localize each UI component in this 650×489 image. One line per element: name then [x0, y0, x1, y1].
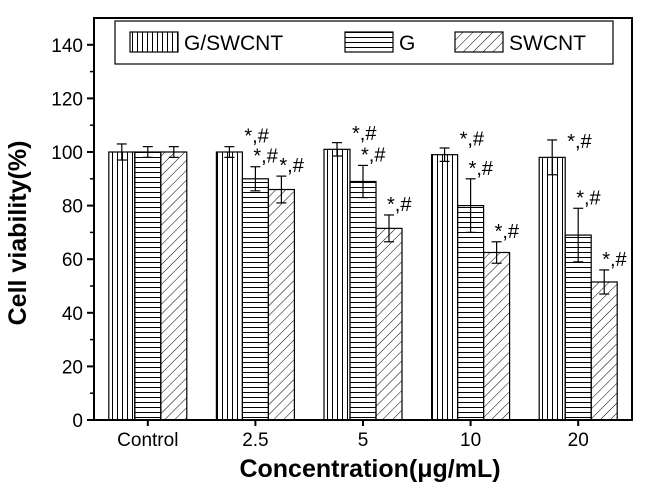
legend: G/SWCNT G SWCNT — [114, 20, 614, 65]
significance-label: *,# — [387, 194, 412, 216]
legend-swatch — [454, 31, 504, 53]
significance-label: *,# — [576, 187, 601, 209]
bar — [241, 178, 269, 421]
bar — [431, 154, 459, 421]
x-tick-label: 10 — [460, 430, 481, 451]
bar — [267, 188, 295, 421]
x-tick-label: 2.5 — [242, 430, 268, 451]
y-tick-label: 140 — [51, 36, 83, 57]
significance-label: *,# — [244, 126, 269, 148]
significance-label: *,# — [469, 158, 494, 180]
significance-label: *,# — [567, 131, 592, 153]
bar — [538, 156, 566, 421]
significance-label: *,# — [279, 155, 304, 177]
significance-label: *,# — [495, 221, 520, 243]
x-tick-label: 5 — [358, 430, 369, 451]
bar — [323, 148, 351, 421]
y-tick-label: 0 — [72, 411, 83, 432]
x-tick-label: Control — [117, 430, 178, 451]
legend-swatch — [129, 31, 179, 53]
y-tick-label: 80 — [62, 197, 83, 218]
bar — [160, 151, 188, 421]
y-axis-title: Cell viability(%) — [4, 141, 32, 326]
bar — [483, 251, 511, 421]
bar — [590, 281, 618, 421]
significance-label: *,# — [460, 128, 485, 150]
y-tick-label: 20 — [62, 357, 83, 378]
bar — [564, 234, 592, 421]
bar — [134, 151, 162, 421]
significance-label: *,# — [253, 146, 278, 168]
y-tick-label: 40 — [62, 304, 83, 325]
bar — [457, 205, 485, 421]
legend-swatch — [344, 31, 394, 53]
significance-label: *,# — [352, 123, 377, 145]
significance-label: *,# — [602, 249, 627, 271]
y-tick-label: 60 — [62, 250, 83, 271]
bar — [349, 180, 377, 421]
x-tick-label: 20 — [568, 430, 589, 451]
bar — [375, 227, 403, 421]
legend-label: G — [399, 32, 415, 55]
bar — [215, 151, 243, 421]
y-tick-label: 100 — [51, 143, 83, 164]
legend-label: G/SWCNT — [184, 32, 283, 55]
legend-label: SWCNT — [509, 32, 586, 55]
y-tick-label: 120 — [51, 89, 83, 110]
significance-label: *,# — [361, 144, 386, 166]
x-axis-title: Concentration(μg/mL) — [239, 455, 500, 483]
bar — [108, 151, 136, 421]
